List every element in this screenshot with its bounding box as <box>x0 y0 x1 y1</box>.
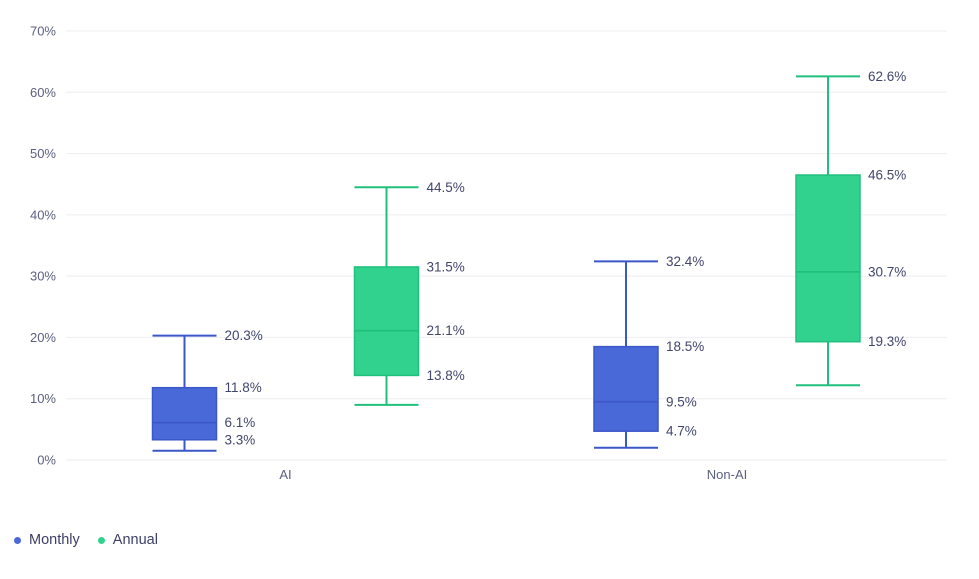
plot-area: 0% 10% 20% 30% 40% 50% 60% 70% AI Non-AI 20.3% 11.8… <box>30 24 947 482</box>
box-monthly-ai-label-q3: 11.8% <box>225 380 262 395</box>
y-axis-tick-50-: 50% <box>30 146 56 161</box>
y-axis-tick-10-: 10% <box>30 391 56 406</box>
x-axis-label-non-ai: Non-AI <box>707 467 747 482</box>
y-axis-tick-20-: 20% <box>30 330 56 345</box>
y-axis-tick-60-: 60% <box>30 85 56 100</box>
y-axis-tick-70-: 70% <box>30 24 56 39</box>
box-monthly-non-ai-label-high: 32.4% <box>666 254 704 269</box>
x-axis-label-ai: AI <box>279 467 291 482</box>
y-axis-tick-40-: 40% <box>30 207 56 222</box>
legend-item-monthly[interactable]: Monthly <box>14 532 80 548</box>
box-monthly-non-ai-rect[interactable] <box>593 345 659 432</box>
box-monthly-non-ai[interactable] <box>593 260 659 449</box>
box-annual-ai-label-q3: 31.5% <box>427 259 465 274</box>
box-annual-ai-label-q1: 13.8% <box>427 368 465 383</box>
legend-item-annual[interactable]: Annual <box>97 532 158 548</box>
box-annual-non-ai-rect[interactable] <box>795 174 861 343</box>
y-axis-tick-0-: 0% <box>37 453 56 468</box>
box-monthly-non-ai-label-q3: 18.5% <box>666 339 704 354</box>
box-annual-non-ai-label-q1: 19.3% <box>868 334 906 349</box>
box-monthly-ai-label-q1: 3.3% <box>225 432 256 447</box>
box-annual-ai-label-high: 44.5% <box>427 180 465 195</box>
box-monthly-ai[interactable] <box>151 334 218 452</box>
legend: Monthly Annual <box>14 532 158 548</box>
box-monthly-ai-rect[interactable] <box>151 386 218 441</box>
legend-dot-annual <box>97 536 105 544</box>
legend-dot-monthly <box>14 536 21 544</box>
box-annual-non-ai-label-q3: 46.5% <box>868 168 906 183</box>
legend-label-monthly: Monthly <box>29 532 80 548</box>
legend-label-annual: Annual <box>112 532 158 548</box>
box-annual-non-ai[interactable] <box>795 75 861 387</box>
box-monthly-non-ai-label-q1: 4.7% <box>666 424 697 439</box>
box-monthly-ai-label-median: 6.1% <box>225 415 256 430</box>
box-annual-non-ai-label-high: 62.6% <box>868 69 906 84</box>
box-monthly-ai-label-high: 20.3% <box>225 328 263 343</box>
box-annual-ai[interactable] <box>353 186 420 406</box>
box-monthly-non-ai-label-median: 9.5% <box>666 394 697 409</box>
box-annual-non-ai-label-median: 30.7% <box>868 264 906 279</box>
box-annual-ai-label-median: 21.1% <box>427 323 465 338</box>
box-annual-ai-rect[interactable] <box>353 266 420 377</box>
y-axis-tick-30-: 30% <box>30 269 56 284</box>
